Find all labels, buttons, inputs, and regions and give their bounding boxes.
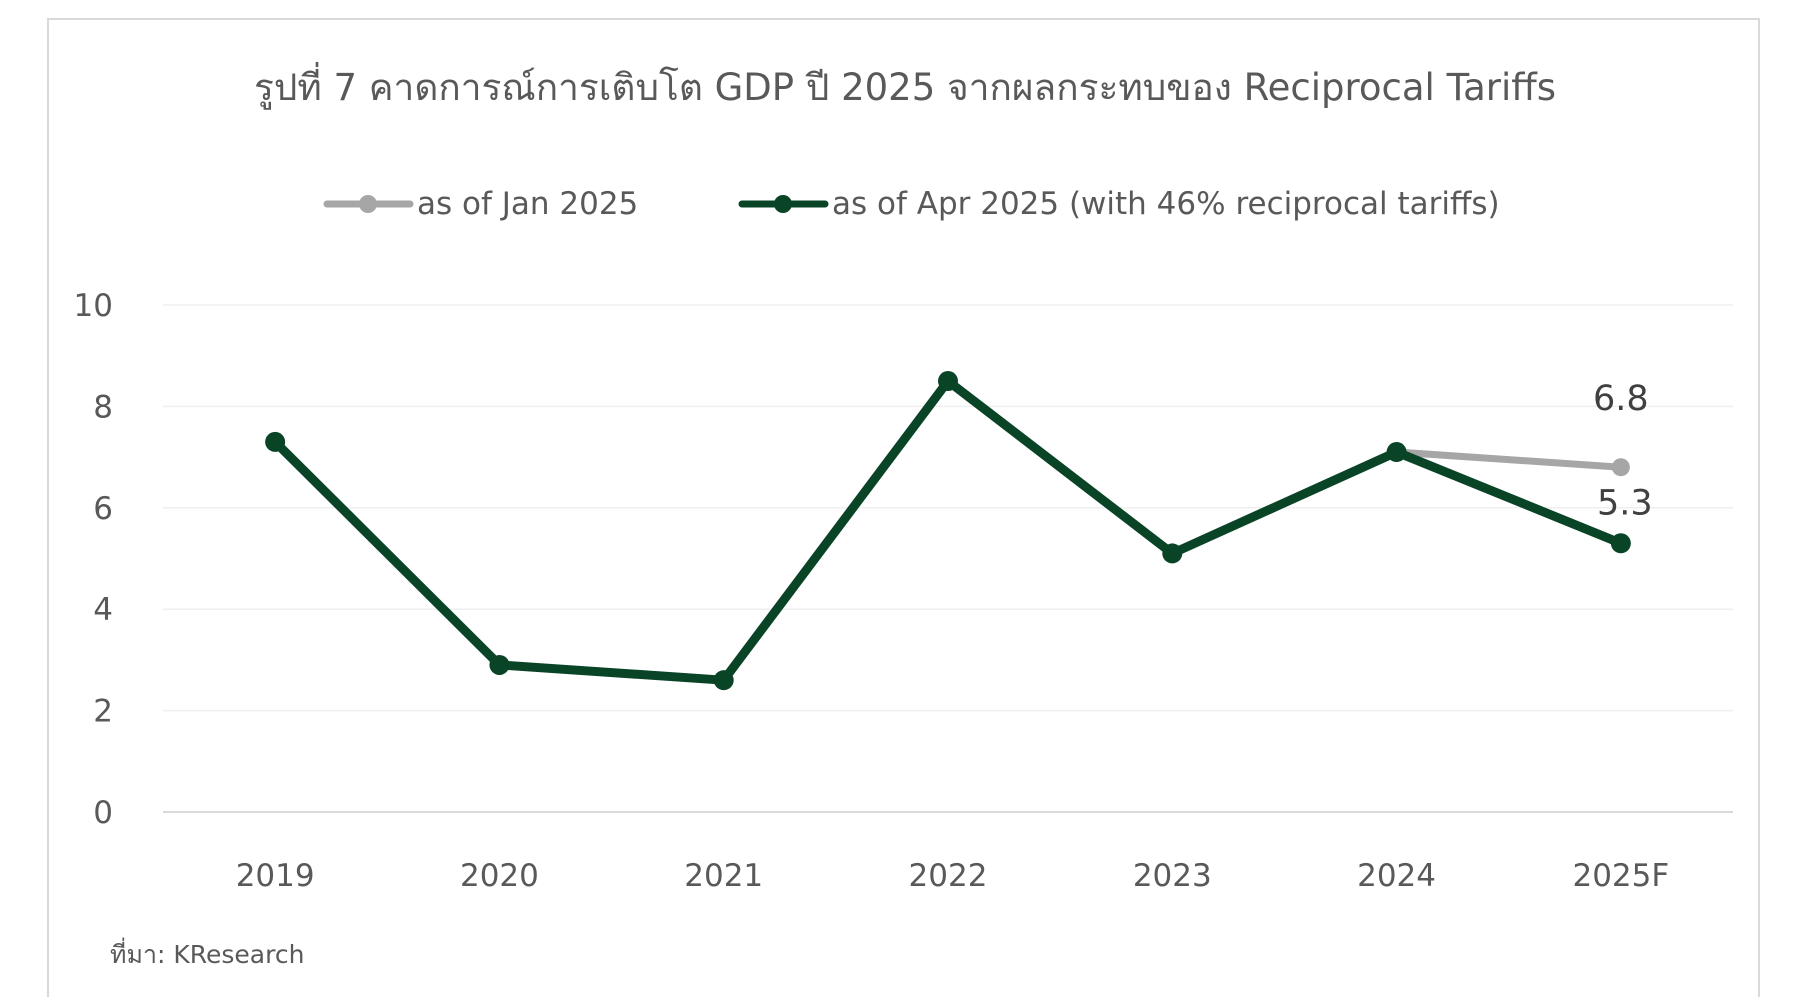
y-tick-label: 0: [93, 795, 113, 831]
data-point: [1610, 533, 1631, 554]
series-line: [1393, 448, 1625, 471]
x-tick-label: 2020: [460, 858, 539, 894]
x-tick-label: 2025F: [1572, 858, 1669, 894]
gridlines: [163, 304, 1733, 813]
series-layer: [265, 371, 1631, 691]
legend-swatch-marker: [774, 195, 792, 213]
x-tick-label: 2019: [236, 858, 315, 894]
data-point: [938, 371, 958, 392]
data-point: [713, 670, 734, 691]
source-note: ที่มา: KResearch: [110, 937, 304, 969]
x-tick-label: 2021: [684, 858, 763, 894]
legend-swatch-marker: [359, 195, 377, 213]
series-line: [270, 376, 1626, 685]
y-tick-label: 8: [93, 389, 113, 425]
legend-item-jan: as of Jan 2025: [323, 186, 638, 222]
chart-title: รูปที่ 7 คาดการณ์การเติบโต GDP ปี 2025 จ…: [254, 61, 1556, 110]
y-tick-label: 6: [93, 491, 113, 527]
data-point: [1611, 458, 1630, 477]
series-1: [265, 371, 1631, 691]
legend-label-jan: as of Jan 2025: [417, 186, 638, 222]
y-axis-ticks: 0 2 4 6 8 10: [74, 288, 113, 831]
data-label-apr: 5.3: [1597, 483, 1653, 523]
x-tick-label: 2024: [1357, 858, 1436, 894]
data-label-jan: 6.8: [1593, 379, 1649, 419]
data-point: [1162, 543, 1183, 564]
data-point: [1386, 442, 1407, 463]
data-labels: 6.8 5.3: [1593, 379, 1653, 523]
legend: as of Jan 2025 as of Apr 2025 (with 46% …: [323, 186, 1500, 222]
x-axis-ticks: 2019 2020 2021 2022 2023 2024 2025F: [236, 858, 1670, 894]
y-tick-label: 2: [93, 694, 113, 730]
x-tick-label: 2023: [1133, 858, 1212, 894]
data-point: [265, 431, 286, 452]
legend-label-apr: as of Apr 2025 (with 46% reciprocal tari…: [832, 186, 1500, 222]
data-point: [489, 654, 510, 675]
legend-item-apr: as of Apr 2025 (with 46% reciprocal tari…: [738, 186, 1500, 222]
x-tick-label: 2022: [909, 858, 988, 894]
y-tick-label: 10: [74, 288, 113, 324]
y-tick-label: 4: [93, 592, 113, 628]
